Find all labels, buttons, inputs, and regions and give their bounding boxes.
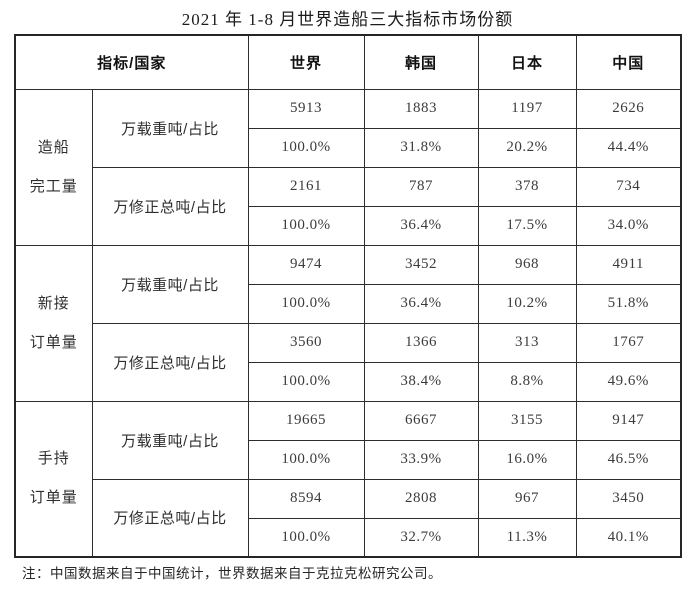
shipbuilding-indicators-table: 指标/国家 世界 韩国 日本 中国 造船 完工量 万载重吨/占比 5913 18… xyxy=(14,34,682,558)
value-cell: 3560 xyxy=(247,322,365,363)
value-cell: 734 xyxy=(575,166,682,207)
group-label-line1: 手持 xyxy=(37,450,70,468)
value-cell: 6667 xyxy=(363,400,479,441)
share-cell: 51.8% xyxy=(575,283,682,324)
share-cell: 32.7% xyxy=(363,517,479,558)
value-cell: 1883 xyxy=(363,88,479,129)
share-cell: 36.4% xyxy=(363,283,479,324)
share-cell: 38.4% xyxy=(363,361,479,402)
share-cell: 16.0% xyxy=(477,439,577,480)
footnote: 注：中国数据来自于中国统计，世界数据来自于克拉克松研究公司。 xyxy=(22,566,442,581)
share-cell: 34.0% xyxy=(575,205,682,246)
value-cell: 3452 xyxy=(363,244,479,285)
value-cell: 2808 xyxy=(363,478,479,519)
share-cell: 11.3% xyxy=(477,517,577,558)
metric-label-dwt: 万载重吨/占比 xyxy=(91,244,249,324)
value-cell: 2161 xyxy=(247,166,365,207)
table-row: 100.0% 36.4% 17.5% 34.0% xyxy=(15,205,682,246)
value-cell: 378 xyxy=(477,166,577,207)
value-cell: 3450 xyxy=(575,478,682,519)
share-cell: 100.0% xyxy=(247,205,365,246)
col-header-china: 中国 xyxy=(575,34,682,90)
share-cell: 20.2% xyxy=(477,127,577,168)
share-cell: 49.6% xyxy=(575,361,682,402)
value-cell: 967 xyxy=(477,478,577,519)
table-row: 新接 订单量 万载重吨/占比 9474 3452 968 4911 xyxy=(14,244,682,402)
group-label-line2: 完工量 xyxy=(29,177,78,195)
table-header-row: 指标/国家 世界 韩国 日本 中国 xyxy=(14,34,682,90)
group-label-line1: 造船 xyxy=(37,138,70,156)
group-label-line1: 新接 xyxy=(37,294,70,312)
group-label-line2: 订单量 xyxy=(29,333,78,351)
col-header-japan: 日本 xyxy=(477,34,577,90)
share-cell: 46.5% xyxy=(575,439,682,480)
group-label-new-orders: 新接 订单量 xyxy=(14,244,93,402)
value-cell: 3155 xyxy=(477,400,577,441)
table-row: 手持 订单量 万载重吨/占比 19665 6667 3155 9147 xyxy=(14,400,682,558)
share-cell: 31.8% xyxy=(363,127,479,168)
table-row: 万修正总吨/占比 8594 2808 967 3450 xyxy=(15,478,682,558)
value-cell: 8594 xyxy=(247,478,365,519)
table-row: 100.0% 32.7% 11.3% 40.1% xyxy=(15,517,682,558)
share-cell: 100.0% xyxy=(247,361,365,402)
page-title: 2021 年 1-8 月世界造船三大指标市场份额 xyxy=(181,10,514,29)
share-cell: 17.5% xyxy=(477,205,577,246)
metric-label-cgt: 万修正总吨/占比 xyxy=(91,166,249,246)
value-cell: 787 xyxy=(363,166,479,207)
share-cell: 40.1% xyxy=(575,517,682,558)
table-row: 造船 完工量 万载重吨/占比 5913 1883 1197 2626 xyxy=(14,88,682,246)
metric-label-cgt: 万修正总吨/占比 xyxy=(91,478,249,558)
group-label-backlog: 手持 订单量 xyxy=(14,400,93,558)
value-cell: 1767 xyxy=(575,322,682,363)
metric-label-cgt: 万修正总吨/占比 xyxy=(91,322,249,402)
metric-label-dwt: 万载重吨/占比 xyxy=(91,400,249,480)
value-cell: 2626 xyxy=(575,88,682,129)
value-cell: 5913 xyxy=(247,88,365,129)
value-cell: 4911 xyxy=(575,244,682,285)
table-row: 100.0% 33.9% 16.0% 46.5% xyxy=(15,439,682,480)
share-cell: 36.4% xyxy=(363,205,479,246)
value-cell: 9474 xyxy=(247,244,365,285)
value-cell: 1197 xyxy=(477,88,577,129)
value-cell: 1366 xyxy=(363,322,479,363)
table-row: 万修正总吨/占比 3560 1366 313 1767 xyxy=(15,322,682,402)
value-cell: 313 xyxy=(477,322,577,363)
group-label-line2: 订单量 xyxy=(29,489,78,507)
col-header-world: 世界 xyxy=(247,34,365,90)
share-cell: 33.9% xyxy=(363,439,479,480)
col-header-korea: 韩国 xyxy=(363,34,479,90)
table-row: 100.0% 31.8% 20.2% 44.4% xyxy=(15,127,682,168)
table-row: 100.0% 38.4% 8.8% 49.6% xyxy=(15,361,682,402)
share-cell: 100.0% xyxy=(247,439,365,480)
share-cell: 44.4% xyxy=(575,127,682,168)
group-label-completions: 造船 完工量 xyxy=(14,88,93,246)
corner-header: 指标/国家 xyxy=(14,34,249,90)
share-cell: 100.0% xyxy=(247,517,365,558)
value-cell: 9147 xyxy=(575,400,682,441)
value-cell: 968 xyxy=(477,244,577,285)
share-cell: 100.0% xyxy=(247,127,365,168)
share-cell: 10.2% xyxy=(477,283,577,324)
share-cell: 100.0% xyxy=(247,283,365,324)
table-row: 万修正总吨/占比 2161 787 378 734 xyxy=(15,166,682,246)
value-cell: 19665 xyxy=(247,400,365,441)
share-cell: 8.8% xyxy=(477,361,577,402)
metric-label-dwt: 万载重吨/占比 xyxy=(91,88,249,168)
table-row: 100.0% 36.4% 10.2% 51.8% xyxy=(15,283,682,324)
